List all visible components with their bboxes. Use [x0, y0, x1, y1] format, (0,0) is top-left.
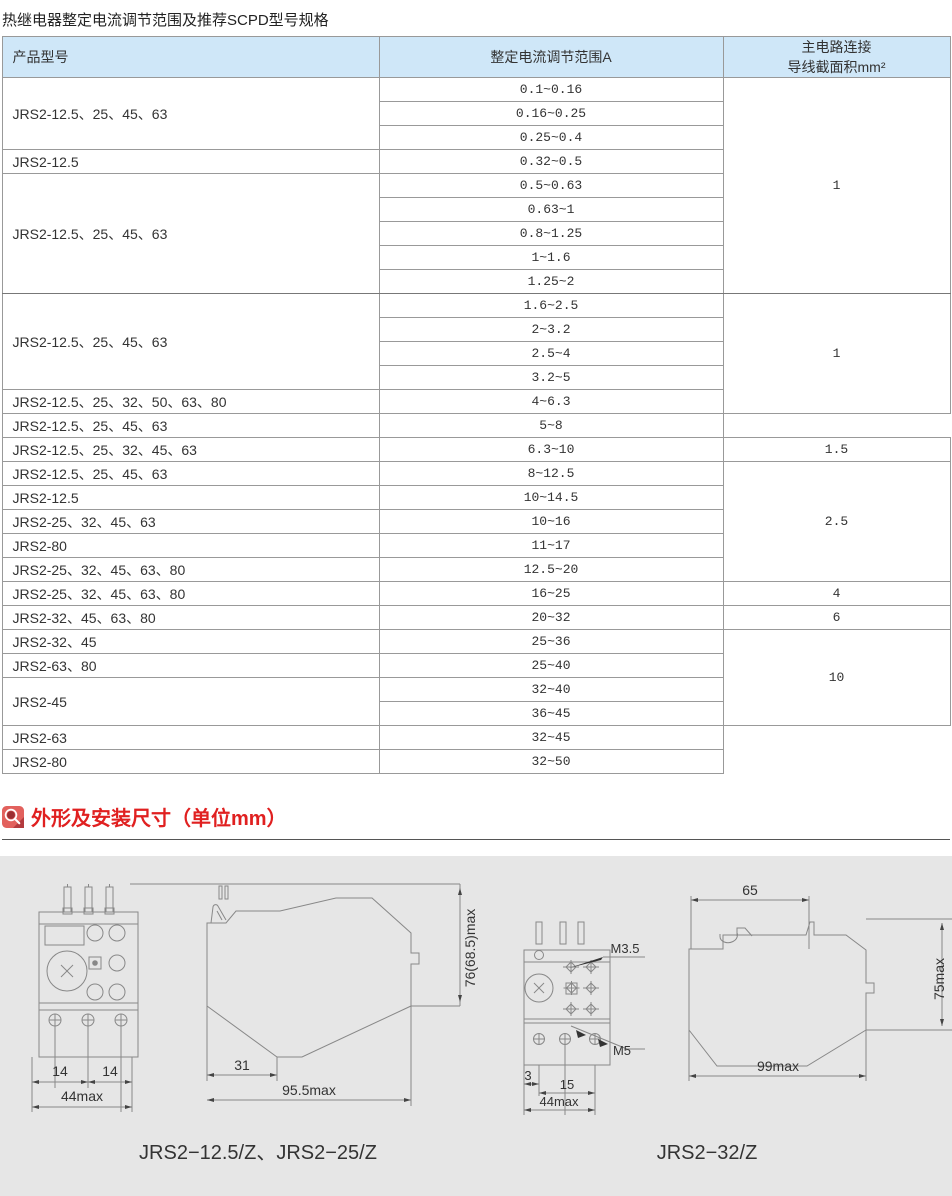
svg-text:3: 3 — [524, 1068, 531, 1083]
svg-text:JRS2−32/Z: JRS2−32/Z — [657, 1142, 758, 1164]
svg-text:99max: 99max — [757, 1058, 799, 1074]
svg-text:31: 31 — [234, 1057, 250, 1073]
svg-text:JRS2−12.5/Z、JRS2−25/Z: JRS2−12.5/Z、JRS2−25/Z — [139, 1142, 377, 1164]
svg-text:95.5max: 95.5max — [282, 1082, 336, 1098]
svg-text:14: 14 — [102, 1063, 118, 1079]
svg-text:14: 14 — [52, 1063, 68, 1079]
svg-text:44max: 44max — [61, 1088, 103, 1104]
svg-text:M3.5: M3.5 — [611, 941, 640, 956]
svg-text:15: 15 — [560, 1077, 574, 1092]
svg-text:75max: 75max — [931, 958, 947, 1000]
svg-text:44max: 44max — [539, 1094, 579, 1109]
svg-text:M5: M5 — [613, 1043, 631, 1058]
svg-text:65: 65 — [742, 882, 758, 898]
svg-text:76(68.5)max: 76(68.5)max — [462, 909, 478, 988]
